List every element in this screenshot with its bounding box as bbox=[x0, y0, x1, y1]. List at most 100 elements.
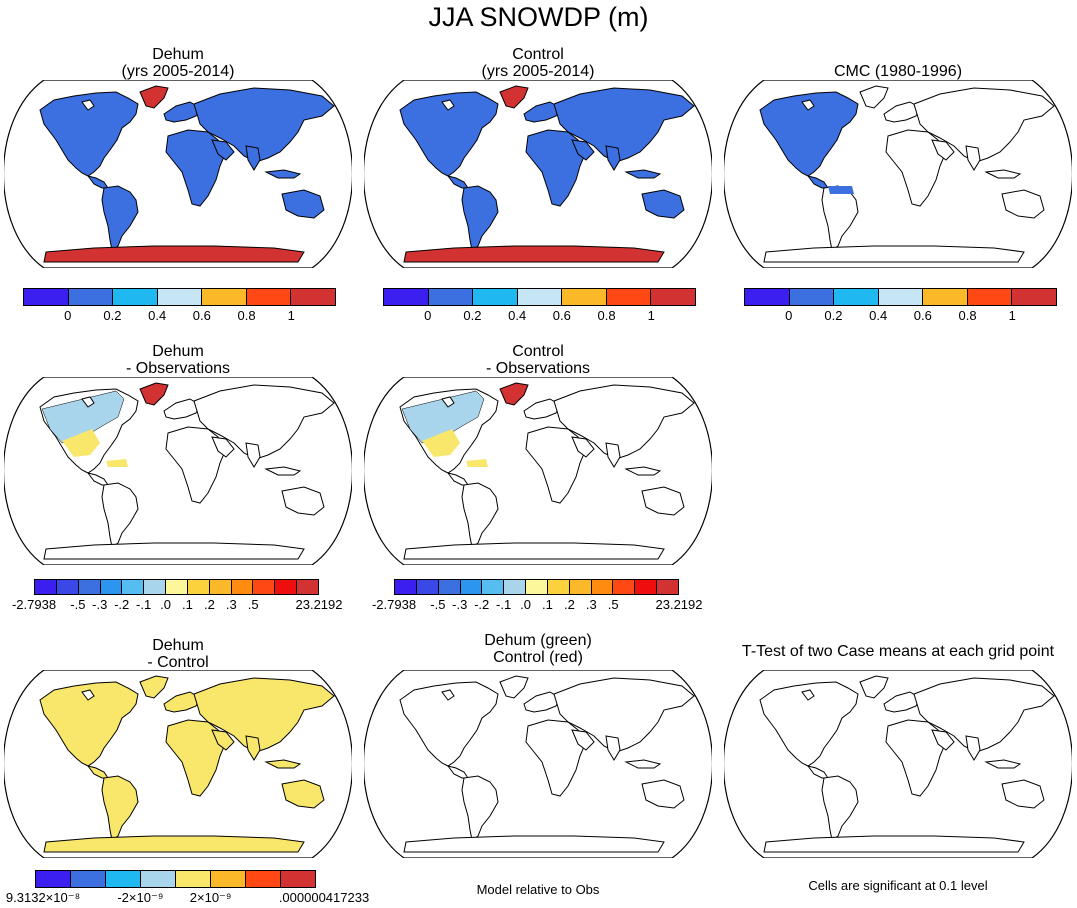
map-border bbox=[4, 80, 352, 268]
colorbar-box-5 bbox=[504, 580, 527, 594]
landmass-asia bbox=[553, 677, 695, 753]
landmass-australia bbox=[641, 189, 685, 219]
landmass-arabia bbox=[571, 729, 595, 751]
colorbar-label-5: .0 bbox=[520, 597, 531, 612]
colorbar-box-0 bbox=[24, 289, 69, 305]
colorbar-box-11 bbox=[275, 580, 298, 594]
panel-1-title: Dehum (yrs 2005-2014) bbox=[4, 46, 352, 80]
landmass-antarctica bbox=[763, 245, 1025, 263]
colorbar-label-1: 0.2 bbox=[103, 308, 122, 323]
panel-1-title-line2: (yrs 2005-2014) bbox=[121, 63, 235, 80]
colorbar-box-0 bbox=[745, 289, 790, 305]
landmass-south_america bbox=[101, 775, 139, 841]
colorbar-box-2 bbox=[78, 580, 101, 594]
colorbar-box-3 bbox=[517, 289, 563, 305]
hudson-bay bbox=[801, 689, 815, 701]
colorbar-box-9 bbox=[591, 580, 614, 594]
landmass-india bbox=[965, 145, 981, 171]
landmass-india bbox=[965, 735, 981, 761]
colorbar-label-9: .5 bbox=[247, 597, 259, 612]
panel-7-title: Dehum (green) Control (red) bbox=[364, 632, 712, 666]
colorbar-row2-a: -2.7938 -.5 -.3 -.2 -.1 .0 .1 .2 .3 .5 23.2192 bbox=[12, 579, 343, 613]
landmass-europe bbox=[523, 691, 561, 713]
landmass-arabia bbox=[931, 729, 955, 751]
colorbar-label-4: 0.8 bbox=[597, 308, 616, 323]
colorbar-label-1: -.5 bbox=[430, 597, 446, 612]
map-panel-control bbox=[364, 80, 712, 268]
colorbar-box-1 bbox=[428, 289, 474, 305]
hudson-bay bbox=[441, 689, 455, 701]
landmass-north_america bbox=[759, 91, 859, 177]
landmass-india bbox=[245, 442, 261, 468]
landmass-africa bbox=[885, 129, 947, 207]
positive-anomaly-caribbean bbox=[106, 459, 128, 467]
colorbar-boxes bbox=[34, 579, 319, 595]
colorbar-box-0 bbox=[36, 871, 71, 887]
landmass-north_america bbox=[399, 681, 499, 767]
colorbar-boxes bbox=[394, 579, 679, 595]
colorbar-box-0 bbox=[35, 580, 57, 594]
colorbar-label-2: -.3 bbox=[92, 597, 108, 612]
colorbar-label-4: -.1 bbox=[136, 597, 152, 612]
colorbar-boxes bbox=[744, 288, 1057, 306]
panel-6-title: Dehum - Control bbox=[4, 637, 352, 671]
landmass-arabia bbox=[571, 436, 595, 458]
colorbar-labels: 0 0.2 0.4 0.6 0.8 1 bbox=[744, 306, 1057, 324]
landmass-greenland bbox=[139, 85, 169, 109]
colorbar-label-3: .000000417233 bbox=[278, 890, 370, 905]
landmass-africa bbox=[165, 129, 227, 207]
landmass-asia bbox=[193, 87, 335, 163]
colorbar-box-2 bbox=[473, 289, 518, 305]
landmass-australia bbox=[641, 779, 685, 809]
landmass-antarctica bbox=[403, 245, 665, 263]
colorbar-box-6 bbox=[166, 580, 188, 594]
landmass-asia bbox=[913, 87, 1055, 163]
colorbar-label-4: 0.8 bbox=[237, 308, 256, 323]
colorbar-box-10 bbox=[613, 580, 636, 594]
colorbar-box-6 bbox=[291, 289, 336, 305]
map-panel-ttest bbox=[724, 670, 1072, 858]
colorbar-row1-c: 0 0.2 0.4 0.6 0.8 1 bbox=[744, 288, 1057, 324]
colorbar-label-5: 1 bbox=[287, 308, 295, 323]
landmass-africa bbox=[165, 719, 227, 797]
landmass-greenland bbox=[139, 382, 169, 406]
panel-1-title-line1: Dehum bbox=[152, 46, 204, 63]
colorbar-box-6 bbox=[246, 871, 281, 887]
colorbar-label-6: .1 bbox=[182, 597, 193, 612]
landmass-africa bbox=[885, 719, 947, 797]
landmass-greenland bbox=[859, 675, 889, 699]
colorbar-box-0 bbox=[395, 580, 417, 594]
colorbar-box-12 bbox=[657, 580, 678, 594]
map-panel-dehum-obs bbox=[4, 377, 352, 565]
landmass-south_america bbox=[821, 775, 859, 841]
colorbar-labels: -2.7938 -.5 -.3 -.2 -.1 .0 .1 .2 .3 .5 23.2192 bbox=[12, 595, 343, 613]
landmass-antarctica bbox=[403, 542, 665, 560]
colorbar-row1-a: 0 0.2 0.4 0.6 0.8 1 bbox=[23, 288, 336, 324]
map-panel-dehum-control bbox=[4, 670, 352, 858]
landmass-australia bbox=[1001, 779, 1045, 809]
hudson-bay bbox=[81, 396, 95, 408]
colorbar-label-0: -2.7938 bbox=[11, 597, 57, 612]
landmass-europe bbox=[883, 101, 921, 123]
colorbar-label-8: .3 bbox=[225, 597, 237, 612]
landmass-arabia bbox=[571, 139, 595, 161]
colorbar-box-8 bbox=[209, 580, 232, 594]
panel-5-title-line2: - Observations bbox=[485, 360, 591, 377]
map-panel-dehum bbox=[4, 80, 352, 268]
landmass-north_america bbox=[39, 91, 139, 177]
colorbar-label-2: 0.4 bbox=[508, 308, 527, 323]
landmass-south_america bbox=[101, 185, 139, 251]
landmass-indonesia bbox=[624, 169, 662, 179]
landmass-australia bbox=[281, 189, 325, 219]
landmass-indonesia bbox=[264, 169, 302, 179]
colorbar-box-2 bbox=[113, 289, 158, 305]
landmass-australia bbox=[1001, 189, 1045, 219]
landmass-europe bbox=[163, 101, 201, 123]
colorbar-box-5 bbox=[246, 289, 292, 305]
colorbar-boxes bbox=[23, 288, 336, 306]
colorbar-box-2 bbox=[106, 871, 141, 887]
colorbar-label-0: 0 bbox=[785, 308, 793, 323]
colorbar-label-1: -.5 bbox=[70, 597, 86, 612]
map-border bbox=[724, 670, 1072, 858]
negative-anomaly-north-america bbox=[401, 390, 485, 444]
